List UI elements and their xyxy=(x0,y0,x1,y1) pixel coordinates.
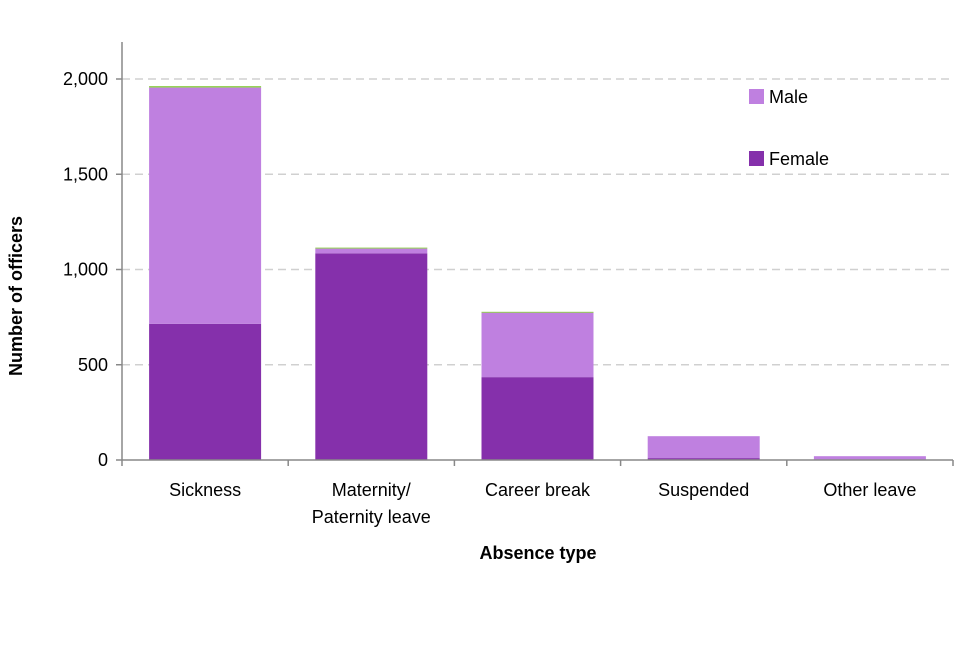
y-tick-label: 2,000 xyxy=(63,69,108,89)
bar-segment-female xyxy=(647,458,760,460)
x-tick-label: Suspended xyxy=(658,480,749,500)
bar-segment-other xyxy=(149,86,262,88)
bar-segment-other xyxy=(481,311,594,313)
bar-segment-other xyxy=(315,247,428,249)
bar-segment-female xyxy=(315,253,428,460)
axes xyxy=(116,42,954,466)
legend: Male Female xyxy=(749,87,829,169)
y-tick-label: 0 xyxy=(98,450,108,470)
legend-swatch-male xyxy=(749,89,764,104)
x-tick-label: Maternity/Paternity leave xyxy=(312,480,431,527)
x-tick-label: Sickness xyxy=(169,480,241,500)
bar-segment-male xyxy=(149,87,262,324)
legend-label-female: Female xyxy=(769,149,829,169)
bar-segment-female xyxy=(149,323,262,460)
legend-swatch-female xyxy=(749,151,764,166)
gridlines xyxy=(122,78,953,366)
legend-label-male: Male xyxy=(769,87,808,107)
bar-segment-female xyxy=(481,377,594,460)
y-tick-label: 500 xyxy=(78,355,108,375)
y-tick-label: 1,000 xyxy=(63,260,108,280)
y-axis-title: Number of officers xyxy=(6,216,26,376)
bar-segment-male xyxy=(647,436,760,459)
x-tick-label: Career break xyxy=(485,480,591,500)
y-tick-label: 1,500 xyxy=(63,164,108,184)
bar-segment-male xyxy=(481,312,594,378)
bar-segment-male xyxy=(813,456,926,460)
bars xyxy=(149,86,926,461)
bar-segment-male xyxy=(315,248,428,254)
tick-labels: 0 500 1,000 1,500 2,000 Sickness Maternity/Pat… xyxy=(63,69,916,527)
x-axis-title: Absence type xyxy=(479,543,596,563)
x-tick-label: Other leave xyxy=(823,480,916,500)
